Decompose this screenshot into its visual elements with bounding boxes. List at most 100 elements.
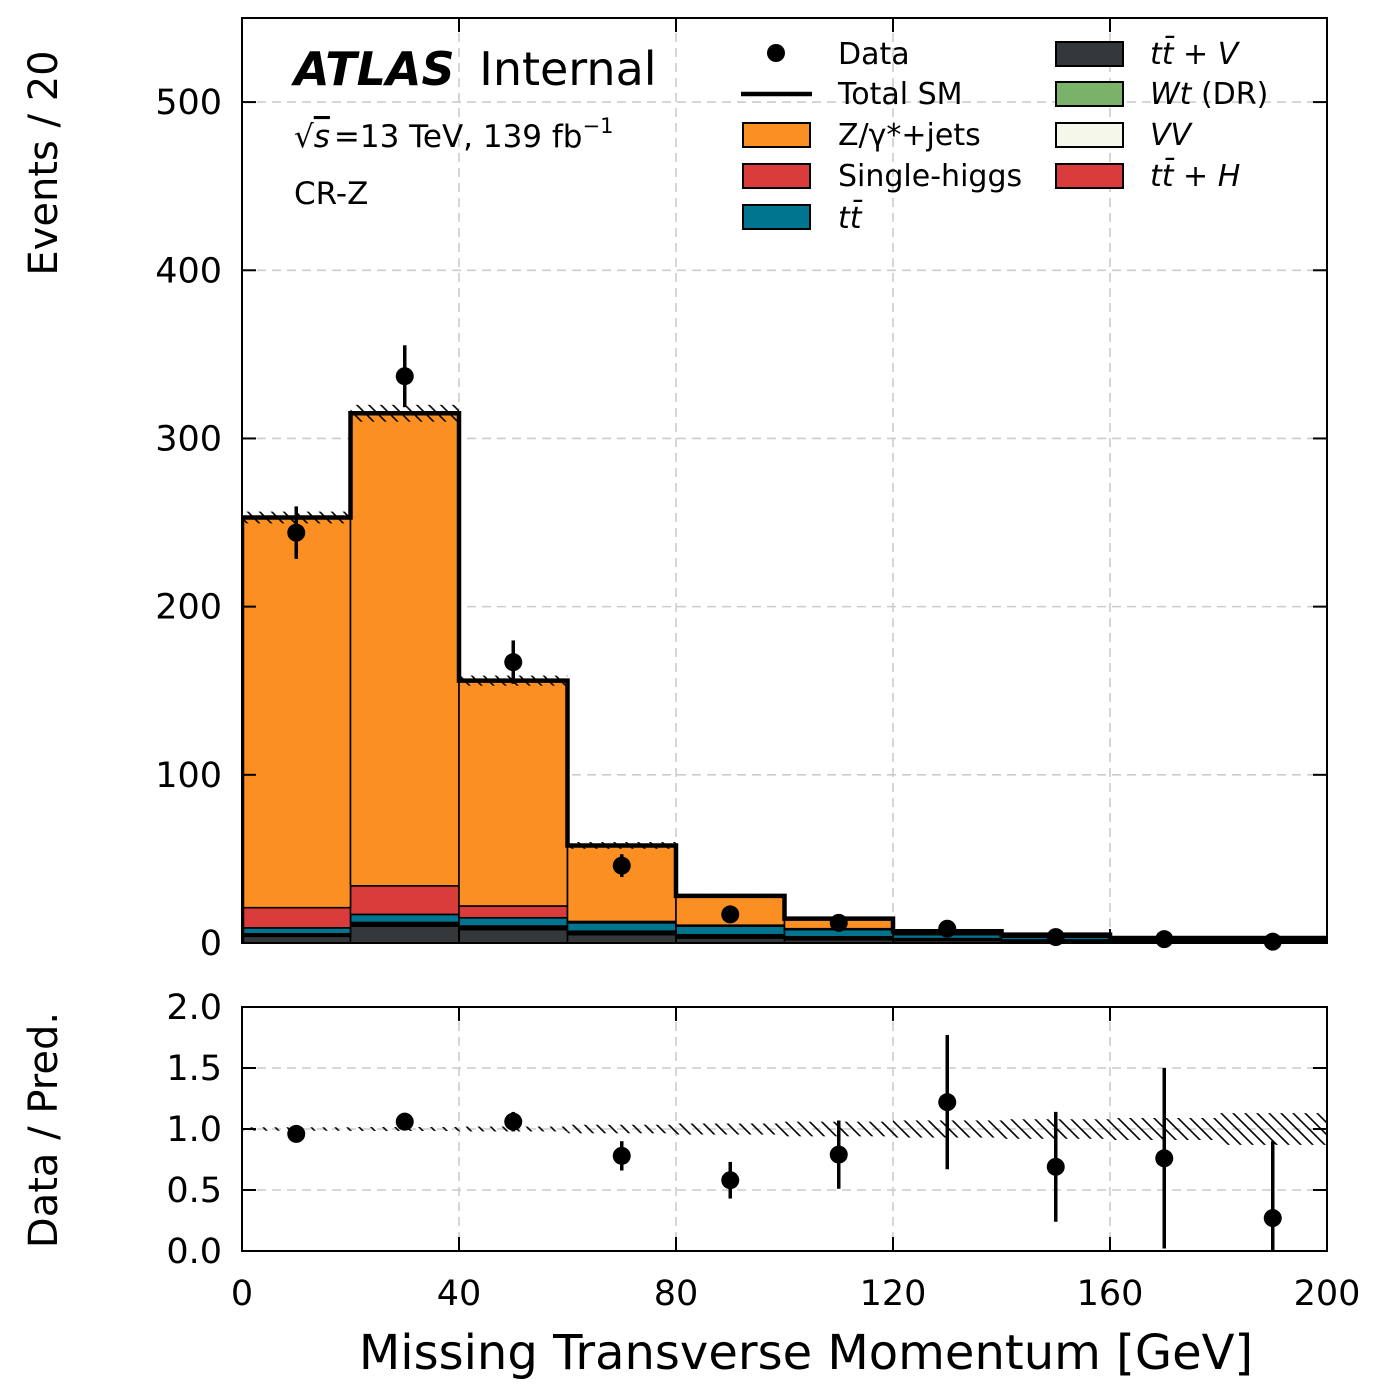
legend-swatch-ttv <box>1055 41 1124 67</box>
ratio-points <box>287 1035 1282 1251</box>
bar-single-higgs-2 <box>458 905 569 919</box>
s-symbol: s <box>314 119 330 155</box>
ratio-point-8 <box>1155 1149 1174 1168</box>
x-tick-label-1: 40 <box>437 1274 482 1314</box>
main-y-tick-label-0: 0 <box>200 924 222 964</box>
ratio-y-tick-label-3: 1.5 <box>166 1049 222 1089</box>
bar-tt-3 <box>566 922 677 933</box>
legend-label-wt: Wt (DR) <box>1150 77 1268 112</box>
x-tick-labels: 0 40 80 120 160 200 <box>231 1274 1361 1314</box>
main-y-tick-label-1: 100 <box>155 756 222 796</box>
region-label: CR-Z <box>294 176 368 212</box>
atlas-label: ATLAS Internal <box>291 42 657 96</box>
bar-tt-v-2 <box>458 928 569 943</box>
bar-tt-0 <box>242 927 352 935</box>
ratio-point-1 <box>395 1112 414 1131</box>
ratio-ticks <box>241 1006 1328 1252</box>
bar-z-jets-0 <box>242 516 352 909</box>
legend-swatch-zjets <box>742 122 811 148</box>
main-ticks <box>241 18 1328 944</box>
legend-swatch-tth <box>1055 163 1124 189</box>
bar-tt-v-0 <box>242 935 352 943</box>
ratio-y-tick-label-0: 0.0 <box>166 1232 222 1272</box>
bar-z-jets-1 <box>349 412 460 887</box>
data-point-6 <box>938 919 957 938</box>
bar-tt-v-1 <box>349 925 460 943</box>
bar-single-higgs-1 <box>349 885 460 916</box>
legend-marker-data <box>767 44 785 62</box>
ratio-point-4 <box>721 1171 740 1190</box>
ratio-unc-bin-9 <box>1218 1113 1327 1145</box>
bar-tt-1 <box>349 913 460 924</box>
legend-label-ttbar: tt̄ <box>838 200 863 236</box>
x-tick-label-2: 80 <box>654 1274 699 1314</box>
ratio-point-6 <box>938 1093 957 1112</box>
bar-tt-4 <box>675 925 786 936</box>
data-point-4 <box>721 905 740 924</box>
ratio-unc-bin-3 <box>567 1124 676 1134</box>
legend-swatch-vv <box>1055 122 1124 148</box>
ratio-point-3 <box>612 1146 631 1165</box>
data-point-3 <box>612 856 631 875</box>
x-tick-label-4: 160 <box>1077 1274 1144 1314</box>
ratio-unc-bin-4 <box>676 1123 785 1135</box>
sqrt-symbol: √ <box>294 119 314 155</box>
x-axis-title: Missing Transverse Momentum [GeV] <box>359 1325 1253 1381</box>
main-y-tick-labels: 0 100 200 300 400 500 <box>155 83 222 964</box>
legend: Data Total SM Z/γ*+jets Single-higgs tt̄… <box>741 36 1268 236</box>
bar-single-higgs-0 <box>242 906 352 929</box>
data-point-9 <box>1263 932 1282 951</box>
bar-tt-v-3 <box>566 933 677 943</box>
stacked-histogram <box>242 412 1327 943</box>
data-point-1 <box>395 367 414 386</box>
energy-lumi-label: √s =13 TeV, 139 fb−1 <box>294 114 613 155</box>
data-points <box>287 345 1282 951</box>
atlas-status: Internal <box>479 42 656 96</box>
legend-swatch-ttbar <box>742 204 811 230</box>
x-tick-label-0: 0 <box>231 1274 253 1314</box>
main-y-tick-label-4: 400 <box>155 251 222 291</box>
bar-tt-2 <box>458 916 569 927</box>
legend-label-single-higgs: Single-higgs <box>838 159 1022 194</box>
main-frame <box>241 17 1328 944</box>
legend-swatch-wt <box>1055 81 1124 107</box>
legend-label-ttv: tt̄ + V <box>1150 36 1241 72</box>
ratio-point-2 <box>504 1112 523 1131</box>
main-y-tick-label-2: 200 <box>155 588 222 628</box>
data-point-7 <box>1046 928 1065 947</box>
data-point-5 <box>829 913 848 932</box>
ratio-point-0 <box>287 1124 306 1143</box>
stack-layer-z-jets <box>242 412 1327 941</box>
ratio-point-5 <box>829 1145 848 1164</box>
bar-z-jets-2 <box>458 679 569 907</box>
ratio-y-tick-label-4: 2.0 <box>166 988 222 1028</box>
energy-text: =13 TeV, 139 fb <box>334 119 583 155</box>
main-y-tick-label-3: 300 <box>155 419 222 459</box>
main-y-axis-title: Events / 20 <box>21 50 67 275</box>
legend-label-total-sm: Total SM <box>837 77 963 112</box>
ratio-y-tick-label-2: 1.0 <box>166 1110 222 1150</box>
legend-label-wt-name: Wt <box>1150 77 1193 112</box>
ratio-y-tick-labels: 0.0 0.5 1.0 1.5 2.0 <box>166 988 222 1272</box>
legend-label-tth: tt̄ + H <box>1150 158 1240 194</box>
ratio-panel: 0.0 0.5 1.0 1.5 2.0 Data / Pred. <box>21 988 1328 1272</box>
ratio-point-9 <box>1263 1209 1282 1228</box>
lumi-exponent: −1 <box>582 114 613 138</box>
legend-label-vv: VV <box>1150 118 1194 153</box>
x-tick-label-5: 200 <box>1294 1274 1361 1314</box>
x-tick-label-3: 120 <box>860 1274 927 1314</box>
data-point-8 <box>1155 930 1174 949</box>
data-point-2 <box>504 653 523 672</box>
legend-label-wt-suffix: (DR) <box>1191 77 1268 112</box>
atlas-experiment: ATLAS <box>291 42 455 96</box>
legend-label-data: Data <box>838 37 910 72</box>
ratio-y-tick-label-1: 0.5 <box>166 1171 222 1211</box>
main-panel: 0 100 200 300 400 500 Events / 20 ATLAS Inter… <box>21 17 1328 964</box>
ratio-point-7 <box>1046 1157 1065 1176</box>
ratio-y-axis-title: Data / Pred. <box>21 1012 67 1248</box>
legend-label-zjets: Z/γ*+jets <box>838 118 981 153</box>
main-y-tick-label-5: 500 <box>155 83 222 123</box>
legend-swatch-single-higgs <box>742 163 811 189</box>
data-point-0 <box>287 523 306 542</box>
